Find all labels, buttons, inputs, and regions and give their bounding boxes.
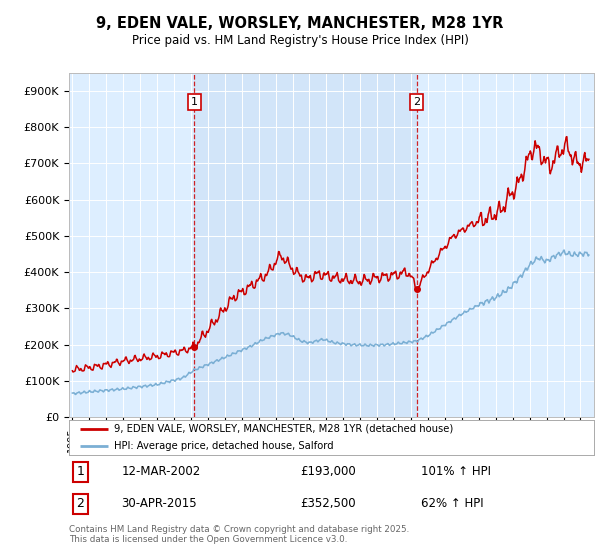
Text: 1: 1 xyxy=(77,465,85,478)
Text: 9, EDEN VALE, WORSLEY, MANCHESTER, M28 1YR (detached house): 9, EDEN VALE, WORSLEY, MANCHESTER, M28 1… xyxy=(113,424,453,433)
Text: £193,000: £193,000 xyxy=(300,465,356,478)
Text: HPI: Average price, detached house, Salford: HPI: Average price, detached house, Salf… xyxy=(113,441,333,451)
Text: 101% ↑ HPI: 101% ↑ HPI xyxy=(421,465,491,478)
Text: £352,500: £352,500 xyxy=(300,497,356,510)
Text: Price paid vs. HM Land Registry's House Price Index (HPI): Price paid vs. HM Land Registry's House … xyxy=(131,34,469,46)
Text: 9, EDEN VALE, WORSLEY, MANCHESTER, M28 1YR: 9, EDEN VALE, WORSLEY, MANCHESTER, M28 1… xyxy=(97,16,503,31)
Text: 2: 2 xyxy=(413,97,420,107)
Text: 30-APR-2015: 30-APR-2015 xyxy=(121,497,197,510)
Text: 1: 1 xyxy=(191,97,197,107)
Text: 2: 2 xyxy=(77,497,85,510)
Text: Contains HM Land Registry data © Crown copyright and database right 2025.
This d: Contains HM Land Registry data © Crown c… xyxy=(69,525,409,544)
Text: 62% ↑ HPI: 62% ↑ HPI xyxy=(421,497,484,510)
Bar xyxy=(194,73,416,417)
Text: 12-MAR-2002: 12-MAR-2002 xyxy=(121,465,201,478)
